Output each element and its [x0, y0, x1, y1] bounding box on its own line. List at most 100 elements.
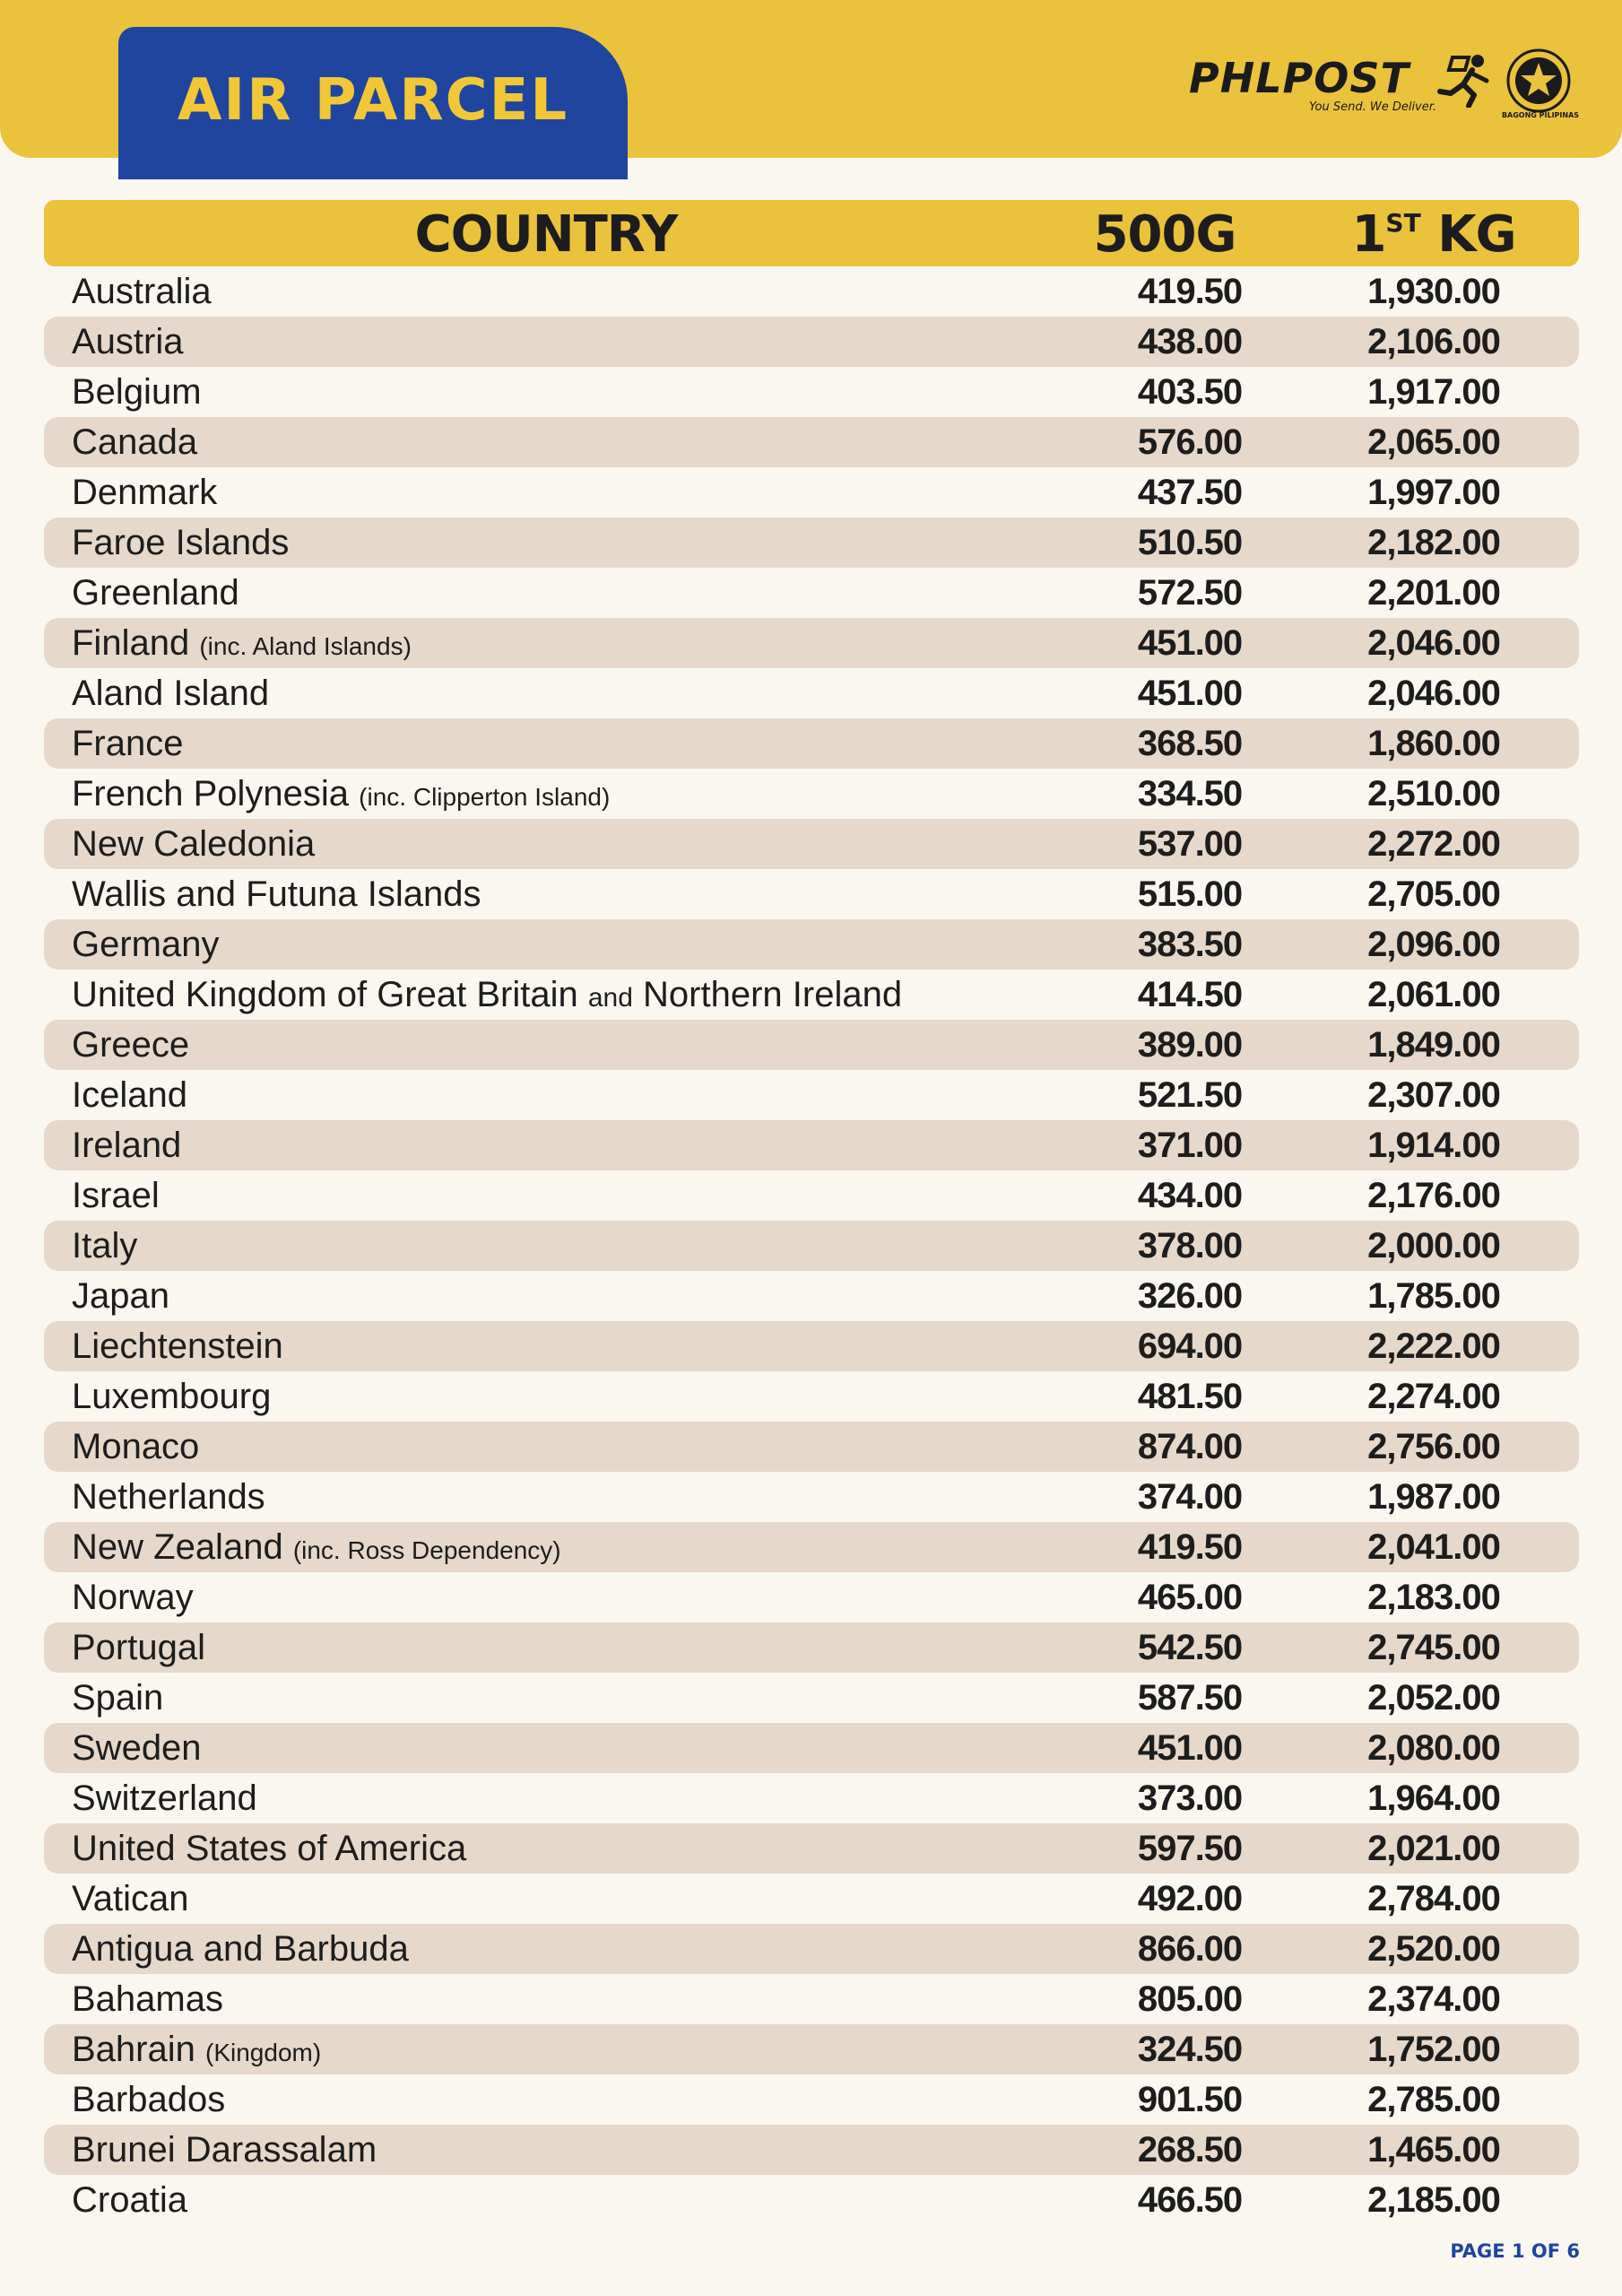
country-name: Monaco [72, 1427, 200, 1466]
table-row: Belgium 403.50 1,917.00 [44, 367, 1579, 417]
rate-first-kg-cell: 2,307.00 [1367, 1075, 1501, 1115]
country-name: Croatia [72, 2180, 187, 2220]
table-row: Barbados 901.50 2,785.00 [44, 2074, 1579, 2125]
runner-icon [1437, 55, 1489, 108]
rate-500g-cell: 389.00 [1137, 1025, 1243, 1065]
country-cell: Antigua and Barbuda [72, 1924, 409, 1974]
country-name: New Caledonia [72, 824, 316, 864]
country-cell: French Polynesia (inc. Clipperton Island… [72, 769, 610, 819]
rate-first-kg-cell: 1,860.00 [1367, 724, 1501, 763]
country-name: Canada [72, 422, 198, 462]
rate-first-kg-cell: 2,182.00 [1367, 523, 1501, 562]
country-cell: Monaco [72, 1422, 199, 1472]
rate-500g-cell: 334.50 [1137, 774, 1243, 813]
country-name: Denmark [72, 473, 218, 512]
country-connector: and [587, 983, 633, 1013]
country-cell: New Zealand (inc. Ross Dependency) [72, 1522, 561, 1572]
rate-first-kg-cell: 2,046.00 [1367, 623, 1501, 663]
country-cell: Bahamas [72, 1974, 223, 2024]
rate-500g-cell: 694.00 [1137, 1326, 1243, 1366]
country-cell: Barbados [72, 2074, 225, 2125]
country-note: (inc. Aland Islands) [199, 632, 412, 660]
rate-first-kg-cell: 2,061.00 [1367, 975, 1501, 1014]
table-row: Brunei Darassalam 268.50 1,465.00 [44, 2125, 1579, 2175]
rate-first-kg-cell: 1,785.00 [1367, 1276, 1501, 1316]
table-row: Netherlands 374.00 1,987.00 [44, 1472, 1579, 1522]
country-name: Bahrain [72, 2030, 195, 2069]
rate-first-kg-cell: 2,784.00 [1367, 1879, 1501, 1918]
country-cell: Japan [72, 1271, 169, 1321]
country-cell: New Caledonia [72, 819, 315, 869]
rate-first-kg-cell: 2,065.00 [1367, 422, 1501, 462]
country-cell: Croatia [72, 2175, 187, 2225]
rate-first-kg-cell: 1,987.00 [1367, 1477, 1501, 1517]
rate-first-kg-cell: 2,520.00 [1367, 1929, 1501, 1969]
country-name: United States of America [72, 1829, 467, 1868]
rate-first-kg-cell: 2,756.00 [1367, 1427, 1501, 1466]
country-name: Australia [72, 272, 212, 311]
country-name: French Polynesia [72, 774, 350, 813]
rate-500g-cell: 419.50 [1137, 1527, 1243, 1567]
country-name: Antigua and Barbuda [72, 1929, 409, 1969]
table-row: France 368.50 1,860.00 [44, 718, 1579, 769]
table-row: Austria 438.00 2,106.00 [44, 317, 1579, 367]
rate-500g-cell: 874.00 [1137, 1427, 1243, 1466]
rate-500g-cell: 805.00 [1137, 1979, 1243, 2019]
seal-icon [1506, 48, 1571, 113]
brand-tagline: You Send. We Deliver. [1309, 100, 1437, 114]
table-row: Italy 378.00 2,000.00 [44, 1221, 1579, 1271]
country-name: Luxembourg [72, 1377, 272, 1416]
country-name: Belgium [72, 372, 202, 412]
rate-first-kg-cell: 1,752.00 [1367, 2030, 1501, 2069]
country-cell: Ireland [72, 1120, 181, 1170]
rate-500g-cell: 414.50 [1137, 975, 1243, 1014]
rate-first-kg-cell: 2,176.00 [1367, 1176, 1501, 1215]
country-name: Germany [72, 925, 220, 964]
rate-first-kg-cell: 1,930.00 [1367, 272, 1501, 311]
rate-first-kg-cell: 2,080.00 [1367, 1728, 1501, 1768]
table-row: Ireland 371.00 1,914.00 [44, 1120, 1579, 1170]
country-name: Bahamas [72, 1979, 223, 2019]
rate-first-kg-cell: 2,374.00 [1367, 1979, 1501, 2019]
rate-first-kg-cell: 1,849.00 [1367, 1025, 1501, 1065]
table-row: United States of America 597.50 2,021.00 [44, 1823, 1579, 1874]
rate-500g-cell: 374.00 [1137, 1477, 1243, 1517]
rate-first-kg-cell: 2,510.00 [1367, 774, 1501, 813]
rate-first-kg-cell: 2,052.00 [1367, 1678, 1501, 1718]
rate-500g-cell: 419.50 [1137, 272, 1243, 311]
table-row: New Caledonia 537.00 2,272.00 [44, 819, 1579, 869]
first-kg-suffix: ST [1385, 208, 1421, 238]
table-row: United Kingdom of Great Britain and Nort… [44, 970, 1579, 1020]
country-cell: Germany [72, 919, 220, 970]
rate-500g-cell: 383.50 [1137, 925, 1243, 964]
table-row: Faroe Islands 510.50 2,182.00 [44, 517, 1579, 568]
table-row: Sweden 451.00 2,080.00 [44, 1723, 1579, 1773]
table-row: Denmark 437.50 1,997.00 [44, 467, 1579, 517]
country-cell: Israel [72, 1170, 160, 1221]
rate-500g-cell: 373.00 [1137, 1779, 1243, 1818]
rates-table: COUNTRY 500G 1ST KG Australia 419.50 1,930… [44, 200, 1579, 2225]
table-row: Switzerland 373.00 1,964.00 [44, 1773, 1579, 1823]
rate-500g-cell: 510.50 [1137, 523, 1243, 562]
rate-first-kg-cell: 2,201.00 [1367, 573, 1501, 613]
table-row: Greenland 572.50 2,201.00 [44, 568, 1579, 618]
table-row: Finland (inc. Aland Islands) 451.00 2,046.… [44, 618, 1579, 668]
table-body: Australia 419.50 1,930.00 Austria 438.00 2,10… [44, 266, 1579, 2225]
rate-first-kg-cell: 2,041.00 [1367, 1527, 1501, 1567]
rate-500g-cell: 481.50 [1137, 1377, 1243, 1416]
first-kg-number: 1 [1351, 205, 1386, 264]
country-cell: Brunei Darassalam [72, 2125, 377, 2175]
country-cell: Portugal [72, 1622, 205, 1673]
country-cell: Luxembourg [72, 1371, 271, 1422]
country-name: Sweden [72, 1728, 202, 1768]
country-name: Ireland [72, 1126, 182, 1165]
rate-first-kg-cell: 2,745.00 [1367, 1628, 1501, 1667]
table-row: Antigua and Barbuda 866.00 2,520.00 [44, 1924, 1579, 1974]
rate-500g-cell: 597.50 [1137, 1829, 1243, 1868]
page-title: AIR PARCEL [177, 67, 569, 134]
country-name: Israel [72, 1176, 160, 1215]
country-name: Barbados [72, 2080, 226, 2119]
country-cell: Vatican [72, 1874, 188, 1924]
table-row: Greece 389.00 1,849.00 [44, 1020, 1579, 1070]
country-cell: Australia [72, 266, 212, 317]
